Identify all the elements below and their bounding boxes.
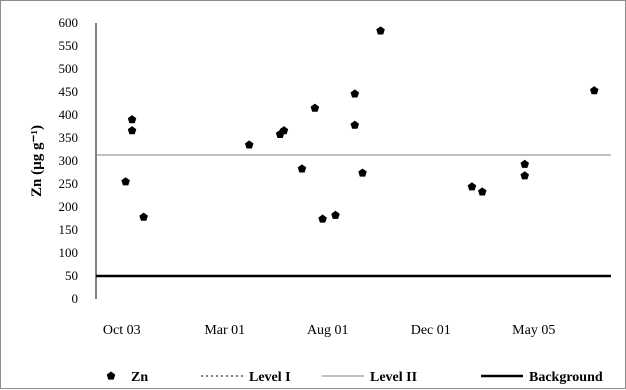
y-tick-label: 200 [59, 199, 79, 214]
data-point-zn [477, 187, 487, 196]
data-point-zn [376, 26, 385, 35]
legend-label-level-i: Level I [249, 370, 291, 385]
legend-label-level-ii: Level II [370, 370, 417, 385]
data-point-zn [350, 120, 360, 129]
data-point-zn [297, 164, 307, 173]
legend-swatch-zn [106, 371, 116, 380]
y-axis-label: Zn (µg g⁻¹) [29, 125, 45, 197]
data-point-zn [520, 159, 530, 168]
x-tick-label: Dec 01 [411, 323, 451, 338]
data-point-zn [121, 177, 130, 186]
legend-label-background: Background [529, 370, 603, 385]
y-tick-label: 0 [72, 291, 79, 306]
y-tick-label: 50 [65, 268, 78, 283]
y-tick-label: 300 [59, 153, 79, 168]
data-point-zn [139, 212, 148, 221]
y-tick-label: 150 [59, 222, 79, 237]
x-tick-label: Oct 03 [103, 323, 141, 338]
x-tick-label: Aug 01 [307, 323, 349, 338]
y-tick-label: 250 [59, 176, 79, 191]
y-tick-label: 100 [59, 245, 79, 260]
data-point-zn [589, 86, 599, 95]
data-point-zn [279, 126, 289, 135]
data-point-zn [331, 210, 340, 219]
legend-label-zn: Zn [131, 370, 148, 385]
data-point-zn [358, 168, 367, 177]
y-tick-label: 400 [59, 107, 79, 122]
data-point-zn [310, 103, 320, 112]
y-tick-label: 500 [59, 61, 79, 76]
data-point-zn [127, 115, 137, 124]
data-point-zn [127, 126, 137, 135]
data-point-zn [467, 182, 477, 191]
y-tick-label: 350 [59, 130, 79, 145]
data-point-zn [350, 89, 360, 98]
y-tick-label: 550 [59, 38, 79, 53]
x-tick-label: Mar 01 [204, 323, 245, 338]
data-point-zn [318, 214, 327, 223]
data-point-zn [520, 171, 530, 180]
data-point-zn [244, 140, 254, 149]
y-tick-label: 600 [59, 15, 79, 30]
x-tick-label: May 05 [512, 323, 555, 338]
y-tick-label: 450 [59, 84, 79, 99]
